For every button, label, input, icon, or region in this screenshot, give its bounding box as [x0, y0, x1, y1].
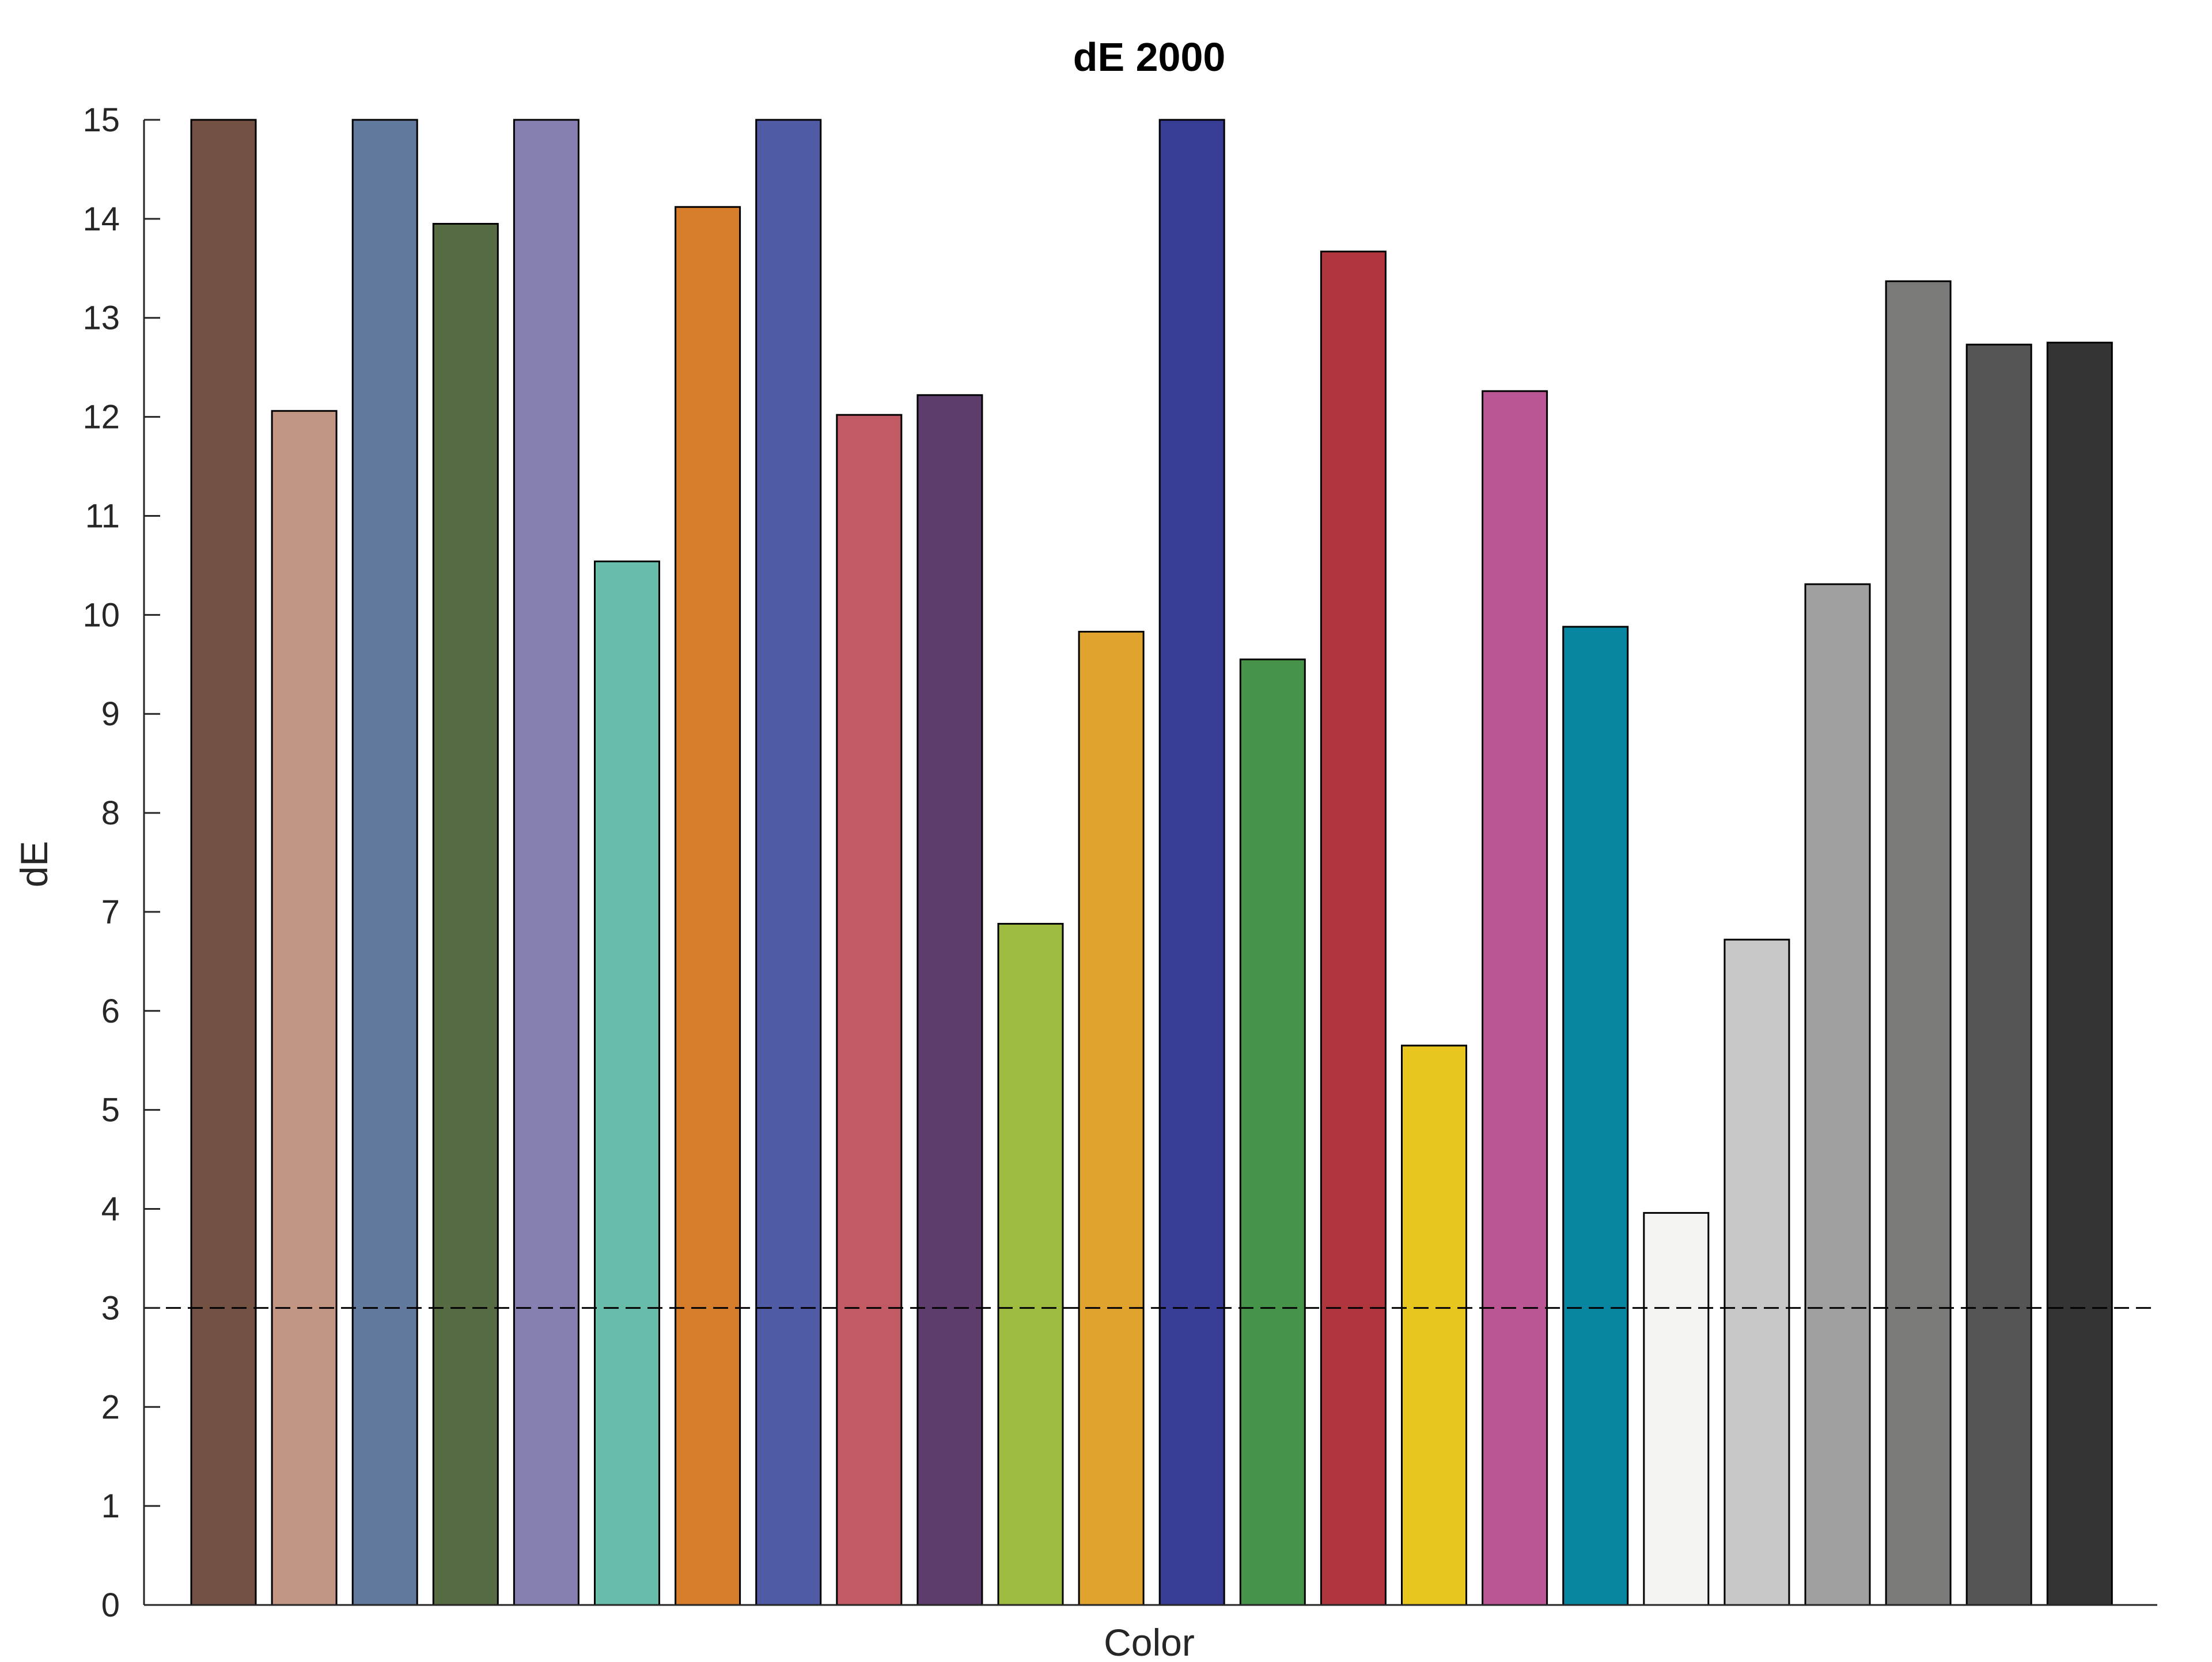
y-tick-label-4: 4: [101, 1191, 120, 1228]
y-tick-label-7: 7: [101, 894, 120, 931]
y-tick-label-10: 10: [82, 596, 120, 634]
y-tick-label-14: 14: [82, 200, 120, 238]
y-tick-label-12: 12: [82, 399, 120, 436]
bar-16: [1401, 1044, 1467, 1606]
bar-24: [2046, 342, 2113, 1606]
bar-13: [1158, 119, 1225, 1606]
bar-14: [1239, 658, 1306, 1606]
bar-5: [513, 119, 579, 1606]
bar-9: [836, 414, 903, 1606]
bars-layer: [190, 119, 2113, 1606]
y-tick-label-2: 2: [101, 1388, 120, 1426]
bar-11: [997, 923, 1064, 1606]
bar-3: [351, 119, 418, 1606]
y-axis-label: dE: [13, 841, 55, 888]
y-tick-label-9: 9: [101, 695, 120, 733]
bar-15: [1320, 251, 1387, 1606]
bar-8: [755, 119, 822, 1606]
y-tick-label-6: 6: [101, 993, 120, 1030]
bar-17: [1482, 390, 1548, 1606]
axes-layer: [143, 120, 2157, 1606]
y-tick-label-0: 0: [101, 1587, 120, 1624]
bar-18: [1562, 626, 1629, 1606]
y-tick-label-8: 8: [101, 794, 120, 832]
y-tick-label-3: 3: [101, 1289, 120, 1327]
bar-2: [271, 410, 338, 1606]
y-tick-label-13: 13: [82, 300, 120, 337]
bar-4: [432, 222, 499, 1606]
bar-21: [1804, 583, 1871, 1606]
bar-20: [1724, 938, 1790, 1606]
y-tick-label-1: 1: [101, 1487, 120, 1525]
y-tick-label-11: 11: [85, 497, 120, 535]
bar-10: [916, 394, 983, 1606]
x-axis-label: Color: [1104, 1621, 1195, 1659]
y-tick-label-5: 5: [101, 1092, 120, 1129]
chart-title: dE 2000: [1073, 35, 1226, 79]
bar-7: [675, 206, 741, 1606]
bar-23: [1965, 343, 2032, 1606]
bar-1: [190, 119, 257, 1606]
bar-19: [1643, 1212, 1710, 1606]
bar-22: [1885, 280, 1952, 1606]
bar-6: [594, 561, 660, 1606]
y-tick-label-15: 15: [82, 101, 120, 139]
bar-12: [1078, 631, 1145, 1606]
